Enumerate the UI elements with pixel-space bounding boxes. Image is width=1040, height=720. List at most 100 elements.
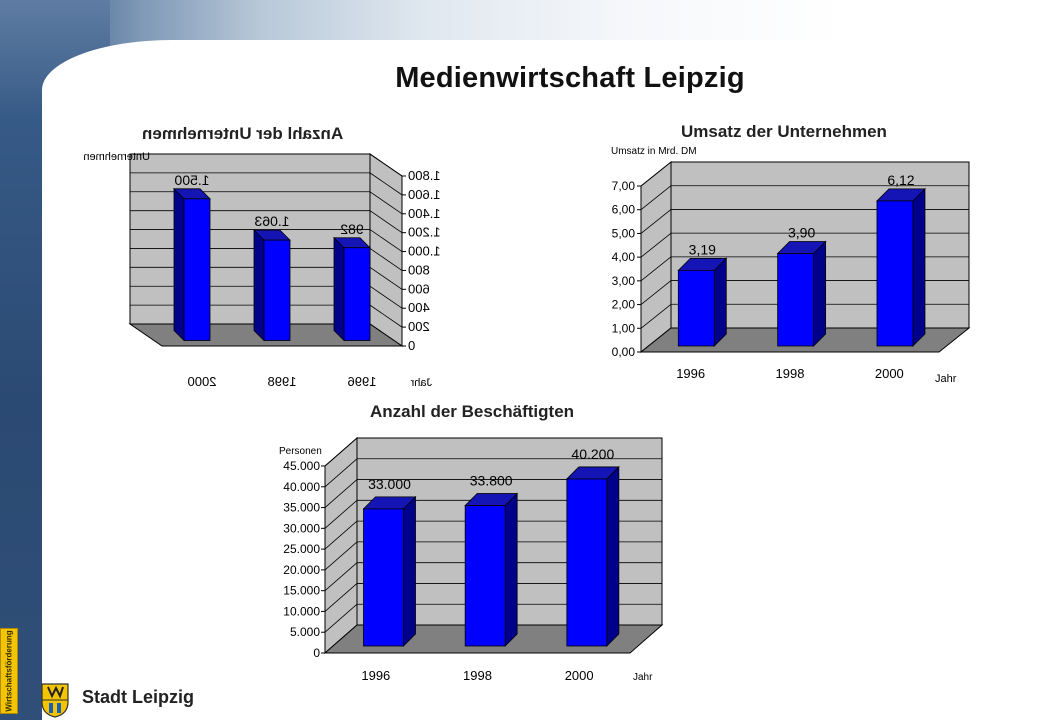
y-tick-label: 45.000 <box>283 459 320 473</box>
gridline-side <box>324 541 358 571</box>
y-tick-label: 35.000 <box>283 501 320 515</box>
y-tick-label: 40.000 <box>283 480 320 494</box>
gridline-side <box>324 500 358 529</box>
y-tick-label: 4,00 <box>612 250 636 264</box>
data-label-2000: 40.200 <box>571 446 614 462</box>
gridline-side <box>369 172 403 196</box>
bar-side-1996 <box>403 495 416 647</box>
gridline-side <box>324 583 358 612</box>
y-tick-label: 5.000 <box>290 625 320 639</box>
bar-2000 <box>183 198 211 341</box>
stadt-leipzig-logo-text: Stadt Leipzig <box>82 687 194 707</box>
y-tick-label: 15.000 <box>283 584 320 598</box>
data-label-1998: 33.800 <box>470 473 513 489</box>
gridline-side <box>369 267 403 290</box>
chart-beschaeftigte: 0 5.000 10.000 15.000 20.000 25.000 30.000 35.0… <box>279 436 664 683</box>
gridline-side <box>369 153 403 177</box>
x-tick-label-1998: 1998 <box>463 668 492 683</box>
y-tick-label: 1.600 <box>408 187 441 202</box>
x-tick-label-1996: 1996 <box>348 374 377 389</box>
bar-1998 <box>777 253 815 347</box>
plot-back-wall <box>129 153 371 325</box>
y-tick-label: 25.000 <box>283 542 320 556</box>
data-label-1996: 3,19 <box>689 241 716 257</box>
side-label-text: Wirtschaftsförderung <box>4 630 14 712</box>
y-tick-label: 0,00 <box>612 345 636 359</box>
x-axis-label: Jahr <box>633 672 653 683</box>
y-tick-label: 1.000 <box>408 244 441 259</box>
y-tick-label: 5,00 <box>612 226 636 240</box>
plot-side-wall <box>640 160 672 354</box>
bar-side-2000 <box>912 187 926 347</box>
gridline-side <box>640 232 672 258</box>
y-tick-label: 1.400 <box>408 206 441 221</box>
chart-title-unternehmen: Anzahl der Unternehmen <box>142 124 344 143</box>
y-tick-label: 600 <box>408 281 430 296</box>
page-title: Medienwirtschaft Leipzig <box>395 62 745 94</box>
y-tick-label: 0 <box>408 338 415 353</box>
y-tick-label: 800 <box>408 262 430 277</box>
gridline-side <box>369 304 403 328</box>
gridline-side <box>369 191 403 215</box>
y-tick-label: 10.000 <box>283 604 320 618</box>
leipzig-lion-crest-icon <box>41 683 69 718</box>
chart-unternehmen: 0 200 400 600 800 1.000 1.200 1.400 1.600 1.800 98… <box>83 151 440 389</box>
gridline-side <box>640 303 672 329</box>
y-tick-label: 7,00 <box>612 179 636 193</box>
x-tick-label-1998: 1998 <box>268 374 297 389</box>
bar-1998 <box>464 505 506 647</box>
gridline-side <box>324 603 358 633</box>
bar-side-2000 <box>173 187 185 342</box>
gridline-side <box>324 458 358 488</box>
bar-side-1996 <box>333 236 345 342</box>
gridline-side <box>640 209 672 234</box>
bar-side-1998 <box>253 229 265 342</box>
gridline-side <box>369 248 403 271</box>
bar-side-1998 <box>504 492 518 647</box>
x-tick-label-1996: 1996 <box>676 366 705 381</box>
y-tick-label: 2,00 <box>612 298 636 312</box>
x-axis-label: Jahr <box>410 377 432 389</box>
bar-1998 <box>263 239 291 341</box>
gridline-side <box>324 520 358 550</box>
y-tick-label: 3,00 <box>612 274 636 288</box>
bar-side-1998 <box>813 240 827 347</box>
gridline-side <box>369 229 403 252</box>
chart-unternehmen-wrapper: 0 200 400 600 800 1.000 1.200 1.400 1.600 1.800 98… <box>82 146 440 396</box>
x-axis-label: Jahr <box>935 373 957 385</box>
data-label-1998: 3,90 <box>788 225 815 241</box>
gridline-side <box>369 285 403 309</box>
y-tick-label: 1.800 <box>408 168 441 183</box>
gridline-side <box>640 185 672 211</box>
plot-side-wall <box>324 436 358 655</box>
y-axis-label: Unternehmen <box>83 151 150 163</box>
y-axis-label: Personen <box>279 446 322 457</box>
y-tick-label: 20.000 <box>283 563 320 577</box>
bar-2000 <box>876 200 914 347</box>
y-tick-label: 0 <box>313 646 320 660</box>
plot-side-wall <box>369 153 403 347</box>
bar-1996 <box>677 269 715 347</box>
bar-side-1996 <box>713 257 727 347</box>
gridline-side <box>324 437 358 467</box>
bar-side-2000 <box>606 465 620 647</box>
bar-2000 <box>566 478 608 647</box>
bar-1996 <box>363 508 404 647</box>
chart-title-beschaeftigte: Anzahl der Beschäftigten <box>370 402 575 421</box>
x-tick-label-2000: 2000 <box>188 374 217 389</box>
y-tick-label: 1.200 <box>408 225 441 240</box>
x-tick-label-2000: 2000 <box>565 668 594 683</box>
chart-umsatz: 0,00 1,00 2,00 3,00 4,00 5,00 6,00 7,00 3,19 1996… <box>611 146 971 385</box>
y-tick-label: 6,00 <box>612 203 636 217</box>
x-tick-label-2000: 2000 <box>875 366 904 381</box>
y-tick-label: 30.000 <box>283 521 320 535</box>
gridline-side <box>324 479 358 508</box>
chart-title-umsatz: Umsatz der Unternehmen <box>681 122 887 141</box>
data-label-1998: 1.063 <box>254 213 289 229</box>
wirtschaftsfoerderung-label: Wirtschaftsförderung <box>0 628 18 714</box>
bar-1996 <box>343 247 371 341</box>
y-tick-label: 200 <box>408 319 430 334</box>
y-axis-label: Umsatz in Mrd. DM <box>611 146 697 157</box>
data-label-1996: 33.000 <box>368 476 411 492</box>
x-tick-label-1998: 1998 <box>776 366 805 381</box>
